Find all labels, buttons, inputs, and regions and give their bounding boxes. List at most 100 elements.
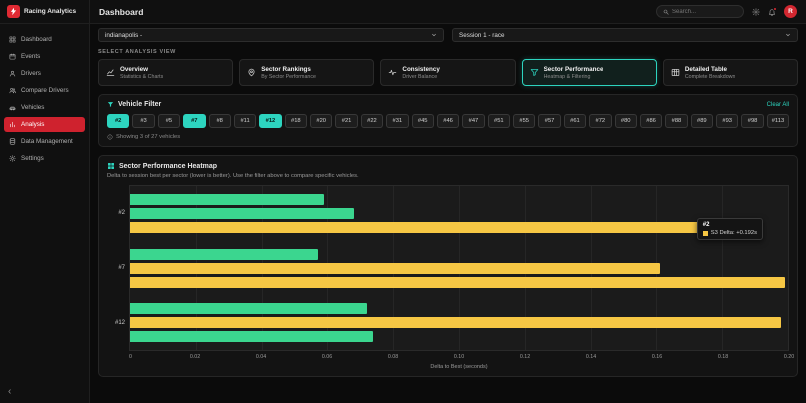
bar-12-s3[interactable] — [130, 331, 374, 343]
users-icon — [9, 87, 16, 94]
vehicle-chip-7[interactable]: #7 — [183, 114, 206, 128]
x-axis-ticks: 0 0.02 0.04 0.06 0.08 0.10 0.12 0.14 0.16 0.18 0.2… — [129, 354, 794, 362]
bar-group-2 — [130, 186, 788, 241]
clear-all-link[interactable]: Clear All — [766, 101, 789, 108]
event-select[interactable]: indianapolis - — [98, 28, 444, 42]
session-select[interactable]: Session 1 - race — [452, 28, 798, 42]
tab-title: Consistency — [402, 65, 440, 73]
vehicle-chip-55[interactable]: #55 — [513, 114, 536, 128]
x-tick: 0.02 — [189, 354, 201, 360]
vehicle-chip-20[interactable]: #20 — [310, 114, 333, 128]
vehicle-chip-46[interactable]: #46 — [436, 114, 460, 128]
vehicle-chip-11[interactable]: #11 — [233, 114, 257, 128]
search-input[interactable] — [672, 8, 737, 15]
vehicle-filter-panel: Vehicle Filter Clear All #2 #3 #5 #7 #8 #11 #1… — [98, 94, 798, 147]
sidebar-collapse-button[interactable]: ‹ — [8, 386, 12, 397]
sidebar-item-vehicles[interactable]: Vehicles — [4, 100, 85, 115]
tab-title: Detailed Table — [684, 65, 728, 73]
tab-subtitle: Driver Balance — [402, 73, 438, 80]
vehicle-chip-61[interactable]: #61 — [563, 114, 587, 128]
y-axis-labels: #2 #7 #12 — [107, 185, 129, 351]
vehicle-chip-2[interactable]: #2 — [107, 114, 130, 128]
analysis-view-tabs: Overview Statistics & Charts Sector Rankin… — [98, 59, 799, 86]
vehicle-chip-22[interactable]: #22 — [360, 114, 384, 128]
bar-2-s2[interactable] — [130, 207, 354, 219]
search-icon — [663, 9, 669, 15]
chevron-down-icon — [431, 32, 437, 38]
search-box[interactable] — [656, 5, 744, 18]
settings-icon-button[interactable] — [752, 7, 760, 16]
bars-icon — [9, 121, 16, 128]
vehicle-chip-93[interactable]: #93 — [716, 114, 739, 128]
showing-count: Showing 3 of 27 vehicles — [107, 134, 789, 140]
notifications-button[interactable] — [768, 6, 777, 16]
vehicle-chip-47[interactable]: #47 — [462, 114, 485, 128]
session-select-value: Session 1 - race — [459, 31, 505, 39]
car-icon — [9, 104, 16, 111]
tab-overview[interactable]: Overview Statistics & Charts — [98, 59, 234, 86]
vehicle-chip-57[interactable]: #57 — [538, 114, 561, 128]
x-tick: 0.18 — [717, 354, 729, 360]
tooltip-text: S3 Delta: +0.192s — [710, 230, 757, 236]
sidebar-item-drivers[interactable]: Drivers — [4, 66, 85, 81]
table-icon — [671, 68, 680, 77]
sidebar-item-label: Vehicles — [21, 104, 45, 111]
bar-7-s1[interactable] — [130, 248, 318, 260]
filter-icon — [107, 101, 114, 108]
sidebar-item-label: Events — [21, 53, 41, 60]
tab-sector-rankings[interactable]: Sector Rankings By Sector Performance — [239, 59, 375, 86]
gridline — [722, 186, 724, 350]
bar-2-s1[interactable] — [130, 193, 325, 205]
sidebar-item-dashboard[interactable]: Dashboard — [4, 32, 85, 47]
bar-groups — [130, 186, 788, 350]
tooltip-vehicle: #2 — [702, 222, 710, 228]
x-tick: 0.14 — [585, 354, 597, 360]
bar-group-12 — [130, 295, 788, 350]
vehicle-chip-5[interactable]: #5 — [157, 114, 181, 128]
y-axis-label: #12 — [114, 320, 125, 327]
brand-name: Racing Analytics — [24, 8, 77, 15]
sidebar-item-label: Settings — [21, 155, 44, 162]
tab-consistency[interactable]: Consistency Driver Balance — [380, 59, 516, 86]
sidebar: Racing Analytics Dashboard Events Drivers C… — [0, 0, 90, 403]
sidebar-item-data-management[interactable]: Data Management — [4, 134, 85, 149]
vehicle-chip-12[interactable]: #12 — [259, 114, 282, 128]
sidebar-item-settings[interactable]: Settings — [4, 151, 85, 166]
x-axis-label: Delta to Best (seconds) — [430, 364, 488, 370]
vehicle-chip-72[interactable]: #72 — [589, 114, 612, 128]
vehicle-chip-113[interactable]: #113 — [766, 114, 790, 128]
vehicle-chip-86[interactable]: #86 — [639, 114, 663, 128]
bar-12-s2[interactable] — [130, 317, 782, 329]
avatar[interactable]: R — [784, 5, 797, 18]
tab-subtitle: Complete Breakdown — [684, 73, 736, 80]
bar-2-s3[interactable] — [130, 221, 762, 233]
vehicle-chip-98[interactable]: #98 — [741, 114, 764, 128]
brand[interactable]: Racing Analytics — [0, 0, 89, 24]
sidebar-item-compare-drivers[interactable]: Compare Drivers — [4, 83, 85, 98]
bar-7-s3[interactable] — [130, 276, 785, 288]
y-axis-label: #7 — [118, 264, 125, 271]
session-selectors: indianapolis - Session 1 - race — [98, 28, 798, 42]
vehicle-chip-3[interactable]: #3 — [132, 114, 155, 128]
vehicle-chip-8[interactable]: #8 — [208, 114, 231, 128]
info-icon — [107, 134, 113, 140]
vehicle-chip-31[interactable]: #31 — [386, 114, 409, 128]
tooltip-swatch — [702, 230, 708, 236]
vehicle-chip-51[interactable]: #51 — [487, 114, 510, 128]
bar-7-s2[interactable] — [130, 262, 660, 274]
vehicle-chip-80[interactable]: #80 — [614, 114, 637, 128]
sidebar-item-label: Compare Drivers — [21, 87, 69, 94]
vehicle-chip-18[interactable]: #18 — [284, 114, 307, 128]
vehicle-chip-88[interactable]: #88 — [665, 114, 688, 128]
analysis-view-label: SELECT ANALYSIS VIEW — [98, 49, 176, 55]
topbar: Dashboard R — [90, 0, 806, 24]
vehicle-chip-21[interactable]: #21 — [335, 114, 358, 128]
vehicle-chip-45[interactable]: #45 — [411, 114, 434, 128]
sidebar-item-analysis[interactable]: Analysis — [4, 117, 85, 132]
vehicle-chip-89[interactable]: #89 — [690, 114, 713, 128]
tab-sector-performance[interactable]: Sector Performance Heatmap & Filtering — [521, 59, 657, 86]
tab-detailed-table[interactable]: Detailed Table Complete Breakdown — [662, 59, 799, 86]
chevron-down-icon — [785, 32, 791, 38]
bar-12-s1[interactable] — [130, 303, 367, 315]
sidebar-item-events[interactable]: Events — [4, 49, 85, 64]
